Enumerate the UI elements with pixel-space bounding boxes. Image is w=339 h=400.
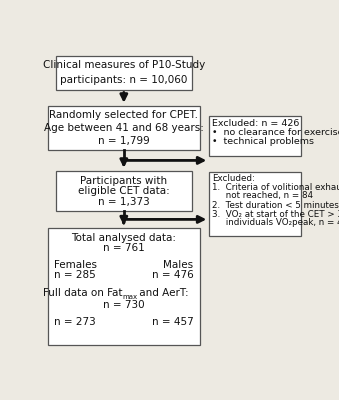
FancyBboxPatch shape: [209, 172, 301, 236]
Text: 2.  Test duration < 5 minutes, n = 77: 2. Test duration < 5 minutes, n = 77: [212, 200, 339, 210]
Text: 1.  Criteria of volitional exhaustion: 1. Criteria of volitional exhaustion: [212, 183, 339, 192]
Text: max: max: [122, 294, 138, 300]
Text: and AerT:: and AerT:: [136, 288, 189, 298]
FancyBboxPatch shape: [209, 116, 301, 156]
Text: not reached, n = 84: not reached, n = 84: [212, 191, 313, 200]
FancyBboxPatch shape: [47, 228, 200, 345]
Text: Excluded:: Excluded:: [212, 174, 255, 183]
Text: eligible CET data:: eligible CET data:: [78, 186, 170, 196]
Text: n = 273: n = 273: [54, 317, 96, 327]
Text: Participants with: Participants with: [80, 176, 167, 186]
Text: n = 476: n = 476: [152, 270, 194, 280]
FancyBboxPatch shape: [47, 106, 200, 150]
Text: 3.  VO₂ at start of the CET > 35%: 3. VO₂ at start of the CET > 35%: [212, 210, 339, 219]
Text: Males: Males: [163, 260, 194, 270]
Text: n = 1,373: n = 1,373: [98, 197, 150, 207]
Text: n = 730: n = 730: [103, 300, 145, 310]
Text: n = 761: n = 761: [103, 243, 145, 253]
FancyBboxPatch shape: [56, 170, 192, 211]
FancyBboxPatch shape: [56, 56, 192, 90]
Text: Total analysed data:: Total analysed data:: [71, 233, 176, 243]
Text: •  technical problems: • technical problems: [212, 137, 314, 146]
Text: participants: n = 10,060: participants: n = 10,060: [60, 75, 187, 85]
Text: Females: Females: [54, 260, 97, 270]
Text: Randomly selected for CPET.: Randomly selected for CPET.: [49, 110, 198, 120]
Text: •  no clearance for exercise testing: • no clearance for exercise testing: [212, 128, 339, 137]
Text: n = 457: n = 457: [152, 317, 194, 327]
Text: n = 1,799: n = 1,799: [98, 136, 150, 146]
Text: Age between 41 and 68 years:: Age between 41 and 68 years:: [44, 123, 204, 133]
Text: n = 285: n = 285: [54, 270, 96, 280]
Text: Clinical measures of P10-Study: Clinical measures of P10-Study: [43, 60, 205, 70]
Text: individuals VO₂peak, n = 451: individuals VO₂peak, n = 451: [212, 218, 339, 227]
Text: Full data on Fat: Full data on Fat: [43, 288, 122, 298]
Text: Excluded: n = 426: Excluded: n = 426: [212, 119, 299, 128]
